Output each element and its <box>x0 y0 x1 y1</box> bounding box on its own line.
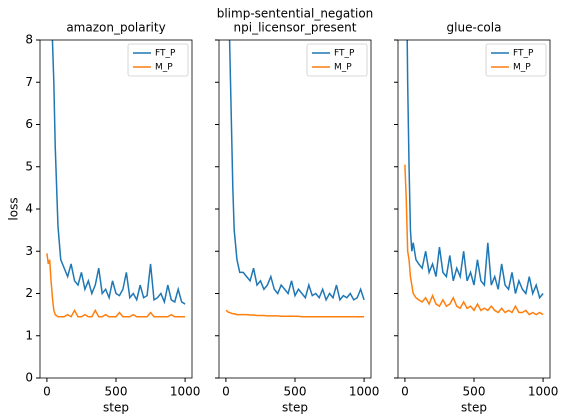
legend-label: M_P <box>513 63 531 73</box>
y-tick-label: 7 <box>25 75 33 89</box>
plot-frame <box>397 39 551 379</box>
plot-frame <box>39 39 193 379</box>
legend-label: FT_P <box>155 49 176 59</box>
subplot-title: blimp-sentential_negation <box>217 7 374 21</box>
series-line <box>46 253 186 318</box>
y-tick-label: 3 <box>25 244 33 258</box>
x-tick-label: 500 <box>463 385 486 399</box>
y-tick-label: 2 <box>25 286 33 300</box>
x-tick-label: 1000 <box>170 385 201 399</box>
legend-label: M_P <box>334 63 352 73</box>
y-tick-label: 5 <box>25 159 33 173</box>
series-line <box>228 40 365 302</box>
series-line <box>51 40 186 305</box>
series-line <box>406 40 544 300</box>
legend-label: FT_P <box>334 49 355 59</box>
x-tick-label: 500 <box>284 385 307 399</box>
y-tick-label: 6 <box>25 117 33 131</box>
y-tick-label: 1 <box>25 328 33 342</box>
y-tick-label: 8 <box>25 33 33 47</box>
legend-box <box>127 43 189 77</box>
x-tick-label: 0 <box>401 385 409 399</box>
series-line <box>225 309 365 318</box>
plot-frame <box>218 39 372 379</box>
y-tick-label: 0 <box>25 371 33 385</box>
x-axis-label: step <box>282 401 308 415</box>
legend-label: FT_P <box>513 49 534 59</box>
subplot-title: npi_licensor_present <box>234 21 357 35</box>
x-tick-label: 0 <box>43 385 51 399</box>
subplot-title: glue-cola <box>447 21 502 35</box>
x-axis-label: step <box>461 401 487 415</box>
legend-box <box>485 43 547 77</box>
series-line <box>404 164 544 316</box>
x-tick-label: 1000 <box>528 385 559 399</box>
legend-box <box>306 43 368 77</box>
y-axis-label: loss <box>7 197 21 220</box>
x-tick-label: 0 <box>222 385 230 399</box>
x-axis-label: step <box>103 401 129 415</box>
legend-label: M_P <box>155 63 173 73</box>
subplot-title: amazon_polarity <box>66 21 165 35</box>
x-tick-label: 500 <box>105 385 128 399</box>
y-tick-label: 4 <box>25 202 33 216</box>
x-tick-label: 1000 <box>349 385 380 399</box>
